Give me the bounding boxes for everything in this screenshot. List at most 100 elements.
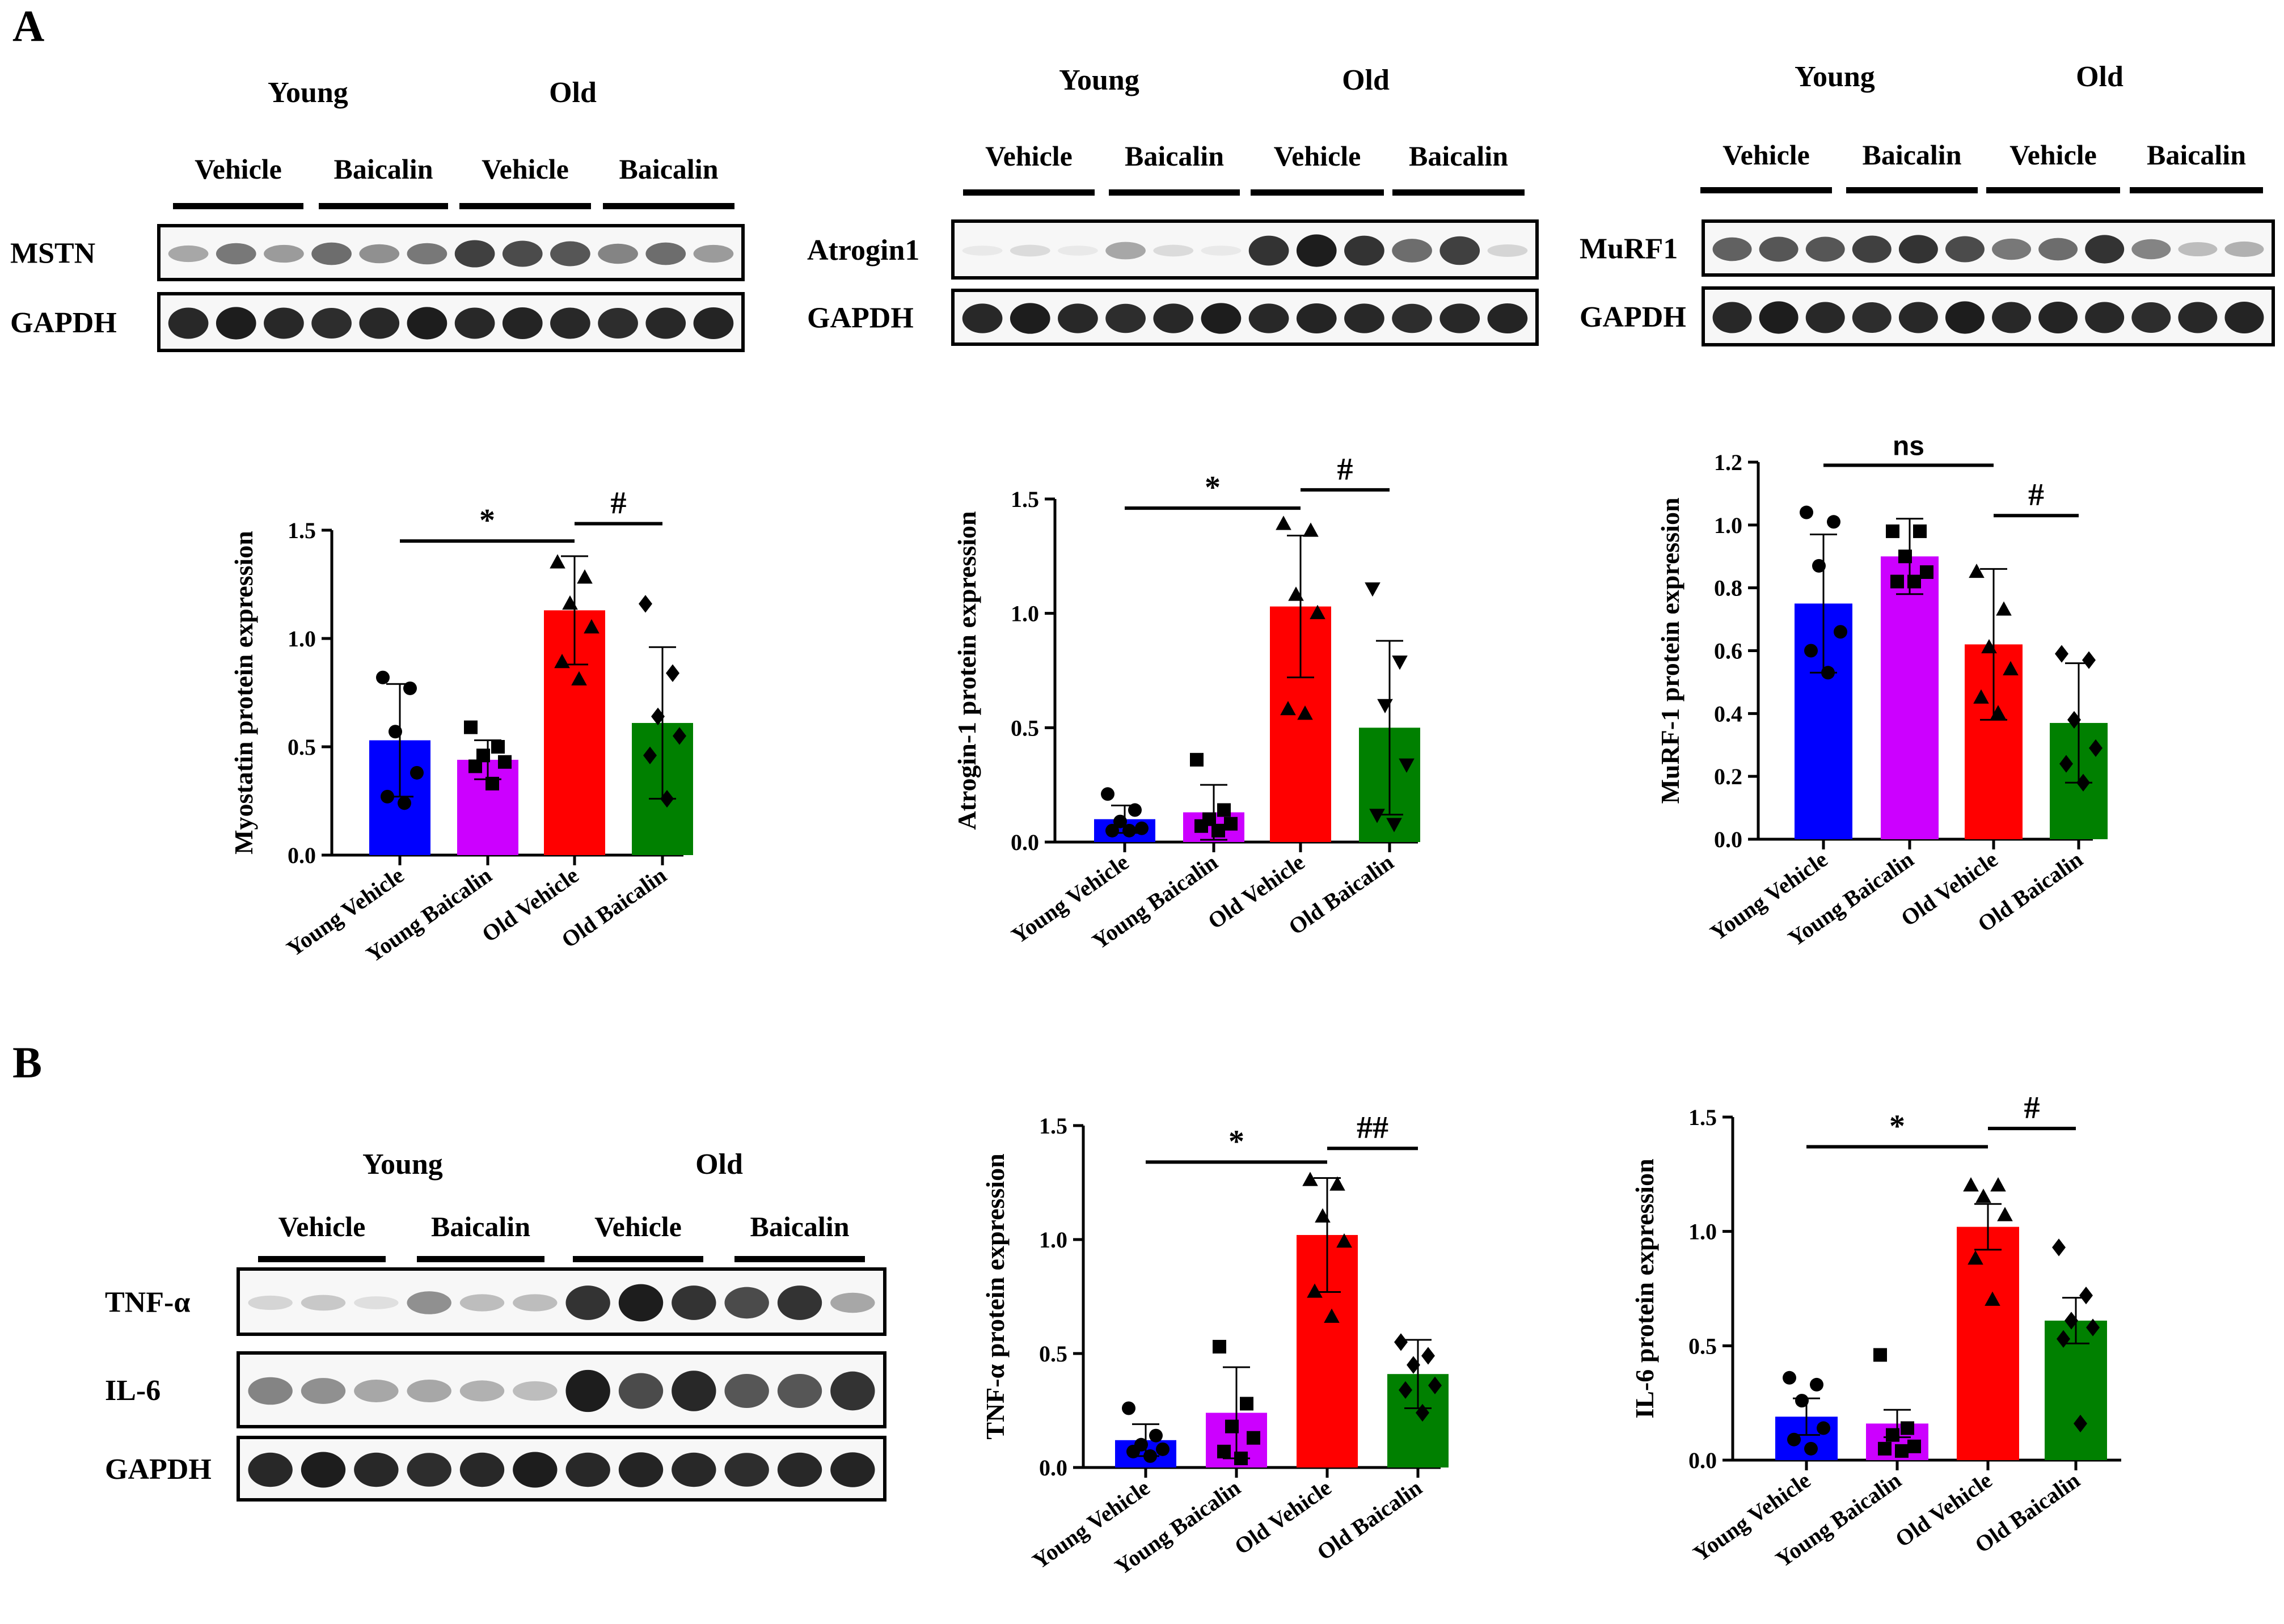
blot-band (502, 307, 543, 339)
data-point (1907, 574, 1921, 589)
blot-band (359, 307, 400, 339)
blot-band (454, 240, 495, 268)
blot-band (2178, 242, 2218, 257)
data-point (1795, 1394, 1809, 1408)
data-point (1276, 515, 1291, 530)
data-point (1303, 522, 1319, 537)
blot-row-label: GAPDH (105, 1453, 212, 1486)
blot-band (598, 243, 638, 264)
blot-row-label: MSTN (10, 238, 95, 270)
blot-band (216, 243, 256, 265)
data-point (389, 725, 402, 739)
data-point (571, 671, 587, 686)
treatment-bar (1251, 189, 1384, 196)
blot-band (1058, 246, 1098, 256)
treatment-bar (2130, 187, 2263, 193)
blot-band (672, 1371, 716, 1411)
chart-murf1: 0.0 0.2 0.4 0.6 0.8 1.0 1.2 MuRF-1 protein expr… (1656, 432, 2108, 951)
data-point (1787, 1432, 1801, 1447)
data-point (1156, 1442, 1170, 1456)
blot-band (830, 1452, 875, 1487)
significance-label: * (1228, 1124, 1244, 1159)
data-point (2059, 755, 2073, 773)
treatment-label: Baicalin (619, 153, 718, 185)
y-tick-label: 0.5 (288, 734, 316, 760)
data-point (2003, 661, 2019, 675)
blot-band (459, 1452, 505, 1487)
y-tick-label: 1.5 (1011, 487, 1039, 512)
data-point (1324, 1308, 1340, 1323)
blot-band (354, 1379, 399, 1403)
treatment-bar (1986, 187, 2120, 193)
blot-band (1201, 303, 1242, 334)
blot-band (1344, 235, 1384, 266)
data-point (1416, 1403, 1429, 1422)
blot-band (1945, 301, 1985, 334)
y-tick-label: 1.2 (1714, 450, 1742, 475)
blot-band (1898, 235, 1938, 264)
data-point (2089, 739, 2103, 757)
data-point (468, 759, 482, 773)
blot-header-murf: Young Old Vehicle Baicalin Vehicle Baicalin (1700, 61, 2263, 193)
y-axis-label: Myostatin protein expression (229, 531, 258, 855)
treatment-bar (1846, 187, 1978, 193)
data-point (1812, 559, 1826, 573)
data-point (1310, 604, 1325, 619)
blot-frame (1702, 219, 2275, 277)
blot-band (407, 1453, 451, 1487)
data-point (1886, 524, 1899, 538)
panel-label-a: A (12, 1, 44, 50)
treatment-label: Baicalin (2147, 139, 2246, 171)
blot-band (693, 307, 734, 339)
group-label-young: Young (1059, 64, 1139, 96)
panel-label-b: B (12, 1038, 42, 1087)
blot-band (248, 1377, 293, 1405)
data-point (1211, 823, 1225, 838)
significance-label: # (2024, 1090, 2040, 1126)
blot-row-label: GAPDH (807, 302, 914, 335)
data-point (381, 789, 394, 803)
blot-band (354, 1296, 399, 1309)
blot-band (1712, 302, 1752, 333)
blot-band (1010, 244, 1050, 257)
data-point (1997, 1207, 2013, 1221)
data-point (1149, 1428, 1163, 1443)
data-point (464, 720, 478, 734)
data-point (403, 681, 417, 695)
blot-band (618, 1452, 664, 1487)
blot-row-il6: IL-6 (105, 1351, 886, 1428)
data-point (1315, 1208, 1331, 1223)
group-label-young: Young (362, 1148, 443, 1181)
data-point (2082, 651, 2096, 669)
significance-label: * (1205, 470, 1221, 505)
blot-band (2038, 302, 2078, 333)
data-point (1878, 1441, 1892, 1456)
blot-band (407, 243, 447, 265)
blot-band (216, 307, 256, 340)
data-point (1143, 1449, 1157, 1463)
blot-band (777, 1452, 822, 1487)
y-tick-label: 0.5 (1688, 1333, 1717, 1359)
y-tick-label: 1.0 (1011, 601, 1039, 627)
data-point (1873, 1348, 1887, 1362)
data-point (1240, 1397, 1253, 1411)
blot-band (1945, 236, 1985, 263)
data-point (2057, 1330, 2070, 1348)
treatment-label: Vehicle (2009, 139, 2097, 171)
treatment-bar (1109, 189, 1240, 196)
blot-band (1105, 242, 1146, 260)
data-point (1369, 809, 1385, 823)
blot-frame (237, 1267, 886, 1336)
y-tick-label: 1.0 (1714, 513, 1742, 538)
data-point (1827, 515, 1840, 529)
significance-label: # (2028, 477, 2044, 513)
blot-band (645, 242, 686, 265)
blot-band (359, 244, 400, 264)
data-point (2052, 1238, 2066, 1257)
data-point (1973, 689, 1989, 704)
blot-row-atrogin1: Atrogin1 (807, 219, 1539, 280)
blot-band (301, 1452, 346, 1488)
data-point (1128, 803, 1142, 817)
blot-band (407, 1291, 451, 1314)
data-point (673, 727, 686, 745)
